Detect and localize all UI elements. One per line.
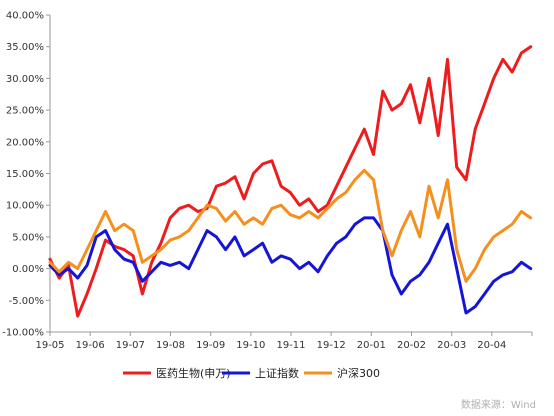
y-axis-ticks: -10.00% -5.00% 0.00% 5.00% 10.00% 15.00% 20.00… bbox=[2, 11, 50, 339]
y-tick-label: 20.00% bbox=[6, 137, 44, 148]
y-tick-label: 30.00% bbox=[6, 74, 44, 85]
x-tick-label: 20-01 bbox=[357, 340, 386, 351]
series-group bbox=[48, 45, 533, 318]
x-axis-ticks: 19-05 19-06 19-07 19-08 19-09 19-10 19-11 19-12… bbox=[35, 332, 533, 351]
legend-label-2: 沪深300 bbox=[337, 366, 380, 380]
y-tick-label: 40.00% bbox=[6, 11, 44, 22]
x-tick-label: 19-07 bbox=[116, 340, 145, 351]
legend-label-1: 上证指数 bbox=[255, 366, 299, 380]
series-line-1 bbox=[48, 216, 533, 315]
x-tick-label: 19-09 bbox=[196, 340, 225, 351]
legend-label-0: 医药生物(申万) bbox=[156, 366, 231, 380]
x-tick-label: 19-06 bbox=[76, 340, 105, 351]
y-tick-label: 35.00% bbox=[6, 42, 44, 53]
series-line-0 bbox=[48, 45, 533, 318]
y-tick-label: 5.00% bbox=[12, 232, 44, 243]
x-tick-label: 19-10 bbox=[236, 340, 265, 351]
x-tick-label: 19-05 bbox=[35, 340, 64, 351]
x-tick-label: 19-12 bbox=[317, 340, 346, 351]
legend: 医药生物(申万) 上证指数 沪深300 bbox=[123, 366, 380, 380]
x-tick-label: 20-03 bbox=[437, 340, 466, 351]
y-tick-label: -5.00% bbox=[9, 296, 44, 307]
y-tick-label: 25.00% bbox=[6, 106, 44, 117]
y-tick-label: -10.00% bbox=[2, 328, 44, 339]
x-tick-label: 20-04 bbox=[477, 340, 506, 351]
x-tick-label: 20-02 bbox=[397, 340, 426, 351]
y-tick-label: 0.00% bbox=[12, 264, 44, 275]
series-line-2 bbox=[48, 168, 533, 283]
x-tick-label: 19-11 bbox=[276, 340, 305, 351]
source-note: 数据来源：Wind bbox=[461, 398, 536, 411]
y-tick-label: 15.00% bbox=[6, 169, 44, 180]
y-tick-label: 10.00% bbox=[6, 201, 44, 212]
x-tick-label: 19-08 bbox=[156, 340, 185, 351]
